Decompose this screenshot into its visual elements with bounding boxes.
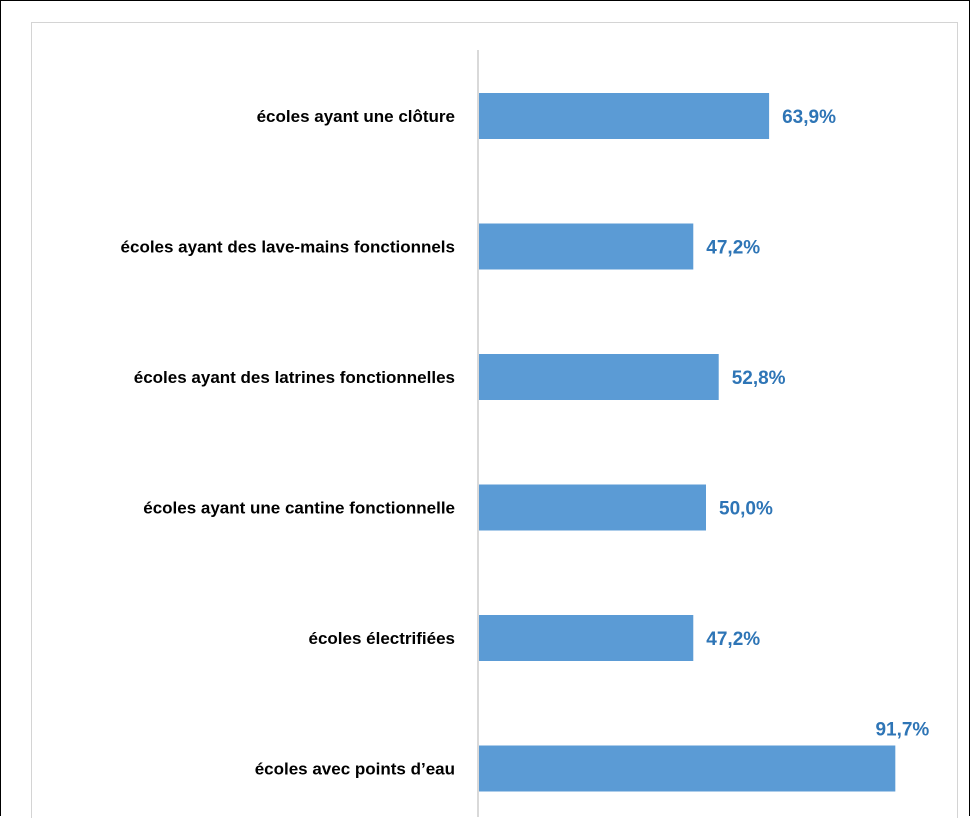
bar [479,484,706,531]
category-label: écoles ayant une clôture [257,107,455,126]
bar [479,93,770,139]
value-label: 47,2% [706,238,760,259]
value-label: 47,2% [706,629,760,650]
bars-group [479,93,896,792]
category-label: écoles avec points d’eau [255,760,455,779]
value-label: 91,7% [875,720,929,741]
value-label: 50,0% [719,499,773,520]
value-label: 63,9% [782,107,836,128]
bar [479,745,896,792]
plot-area-frame [31,22,958,818]
bar [479,223,694,270]
value-label: 52,8% [732,368,786,389]
category-label: écoles ayant des lave-mains fonctionnels [121,238,455,257]
value-labels-group: 63,9% 47,2% 52,8% 50,0% 47,2% 91,7% [706,107,929,741]
category-label: écoles ayant des latrines fonctionnelles [134,368,455,387]
category-labels-group: écoles ayant une clôture écoles ayant des… [121,107,455,779]
bar [479,615,694,661]
category-label: écoles électrifiées [309,629,455,648]
bar [479,354,719,400]
category-label: écoles ayant une cantine fonctionnelle [143,499,455,518]
